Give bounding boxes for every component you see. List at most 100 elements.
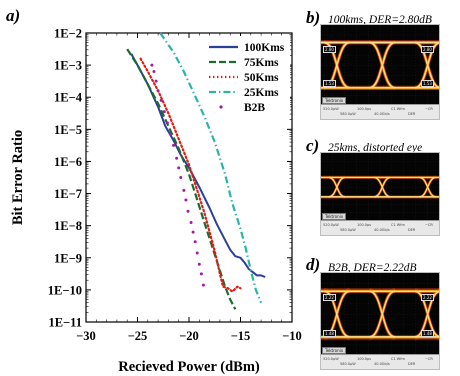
b2b-point [193,240,197,244]
measurement-box: 1.48 [323,329,336,337]
measurement-box: 2.80 [323,46,336,54]
scope-logo: Tektronix [322,97,347,104]
legend-label: 25Kms [244,87,279,99]
x-tick-label: −25 [128,329,148,343]
y-tick-label: 1E−4 [54,91,83,105]
y-tick-label: 1E−6 [54,155,82,169]
series-25kms [159,32,263,304]
eye-transition-rise [369,42,396,89]
y-tick-label: 1E−7 [54,187,82,201]
panel-caption: B2B, DER=2.22dB [328,262,417,274]
scope-footer-cell: C1 Wfm [391,357,405,361]
b2b-point [197,262,201,266]
panel-caption: 25kms, distorted eye [328,142,423,154]
series-line [126,48,237,310]
scope-footer-cell: 100.0ps [357,357,372,361]
y-tick-label: 1E−5 [54,123,82,137]
ber-chart: 1E−2 1E−3 1E−4 1E−5 1E−6 1E−7 1E−8 1E−9 1E−10 1E−… [6,6,302,375]
eye-transition-rise [414,42,439,89]
eye-traces [321,40,439,91]
eye-transition-rise [419,177,436,198]
series-layer [126,32,266,310]
eye-trace [321,25,439,106]
panel-label-a: a) [6,6,20,25]
scope-footer-cell: 100.0ps [357,223,372,227]
b2b-point [177,166,181,170]
panel-label-b: b) [306,8,321,27]
scope-status-bar: 520.0µW 580.0µW 100.0ps 40.0Gb/s C1 Wfm DER −C… [321,354,439,369]
scope-footer-cell: −CR [425,223,433,227]
series-50kms [139,57,242,293]
scope-footer-cell: 520.0µW [323,107,339,111]
b2b-point [186,209,190,213]
x-tick-label: −20 [179,329,199,343]
b2b-point [175,156,179,160]
scope-logo: Tektronix [322,213,347,220]
eye-trace [321,273,439,356]
b2b-point [162,110,166,114]
measurement-box: 1.53 [421,79,434,87]
eye-diagram-b: 520.0µW 580.0µW 100.0ps 40.0Gb/s C1 Wfm DER −C… [320,24,440,120]
series-line [139,57,242,293]
x-tick-label: −15 [231,329,251,343]
y-tick-label: 1E−3 [54,59,82,73]
eye-traces [321,287,439,341]
scope-footer-cell: C1 Wfm [391,107,405,111]
scope-logo: Tektronix [322,347,347,354]
b2b-point [152,70,156,74]
b2b-point [150,63,154,67]
scope-status-bar: 520.0µW 580.0µW 100.0ps 40.0Gb/s C1 Wfm DER −C… [321,220,439,235]
legend-item: 75Kms [209,57,279,69]
panel-label-d: d) [306,255,321,274]
eye-traces [321,175,439,199]
measurement-box: 2.22 [421,294,434,302]
series-line [130,53,266,278]
series-line [159,32,263,304]
measurement-box: 1.53 [323,79,336,87]
scope-footer-cell: 580.0µW [340,112,356,116]
b2b-point [179,176,183,179]
legend-label: 50Kms [244,72,279,84]
measurement-box: 2.80 [421,46,434,54]
legend-item: 25Kms [209,87,279,99]
b2b-point [168,132,172,136]
b2b-point [172,143,176,147]
x-tick-label: −10 [282,329,302,343]
scope-footer-cell: 520.0µW [323,223,339,227]
b2b-point [195,251,199,255]
eye-trace [321,153,439,222]
scope-status-bar: 520.0µW 580.0µW 100.0ps 40.0Gb/s C1 Wfm DER −C… [321,104,439,119]
b2b-point [156,89,160,93]
legend-item: 100Kms [209,42,285,54]
scope-footer-cell: 40.0Gb/s [374,228,390,232]
measurement-box: 2.22 [323,294,336,302]
x-tick-label: −30 [76,329,96,343]
legend-box [206,36,290,114]
legend-item: B2B [219,102,265,114]
eye-transition-rise [414,291,439,338]
b2b-point [159,98,163,102]
legend: 100Kms 75Kms 50Kms 25Kms B2B [206,36,290,114]
measurement-box: 1.48 [421,329,434,337]
x-axis-label: Recieved Power (dBm) [118,359,260,375]
b2b-point [154,79,158,83]
b2b-point [182,188,186,192]
series-100kms [130,53,266,278]
legend-swatch [219,105,223,109]
y-tick-label: 1E−10 [48,283,82,297]
scope-footer-cell: −CR [425,357,433,361]
eye-transition-rise [328,177,346,198]
eye-diagram-d: 520.0µW 580.0µW 100.0ps 40.0Gb/s C1 Wfm DER −C… [320,272,440,370]
eye-diagram-c: 520.0µW 580.0µW 100.0ps 40.0Gb/s C1 Wfm DER −C… [320,152,440,236]
b2b-point [189,220,193,224]
y-axis-label: Bit Error Ratio [10,130,26,225]
legend-label: 75Kms [244,57,279,69]
scope-footer-cell: 100.0ps [357,107,372,111]
panel-caption: 100kms, DER=2.80dB [328,14,432,26]
scope-footer-cell: DER [408,362,416,366]
y-tick-label: 1E−2 [54,27,82,41]
y-tick-label: 1E−8 [54,219,82,233]
eye-transition-rise [369,290,396,338]
legend-label: 100Kms [244,42,285,54]
b2b-point [165,121,169,125]
